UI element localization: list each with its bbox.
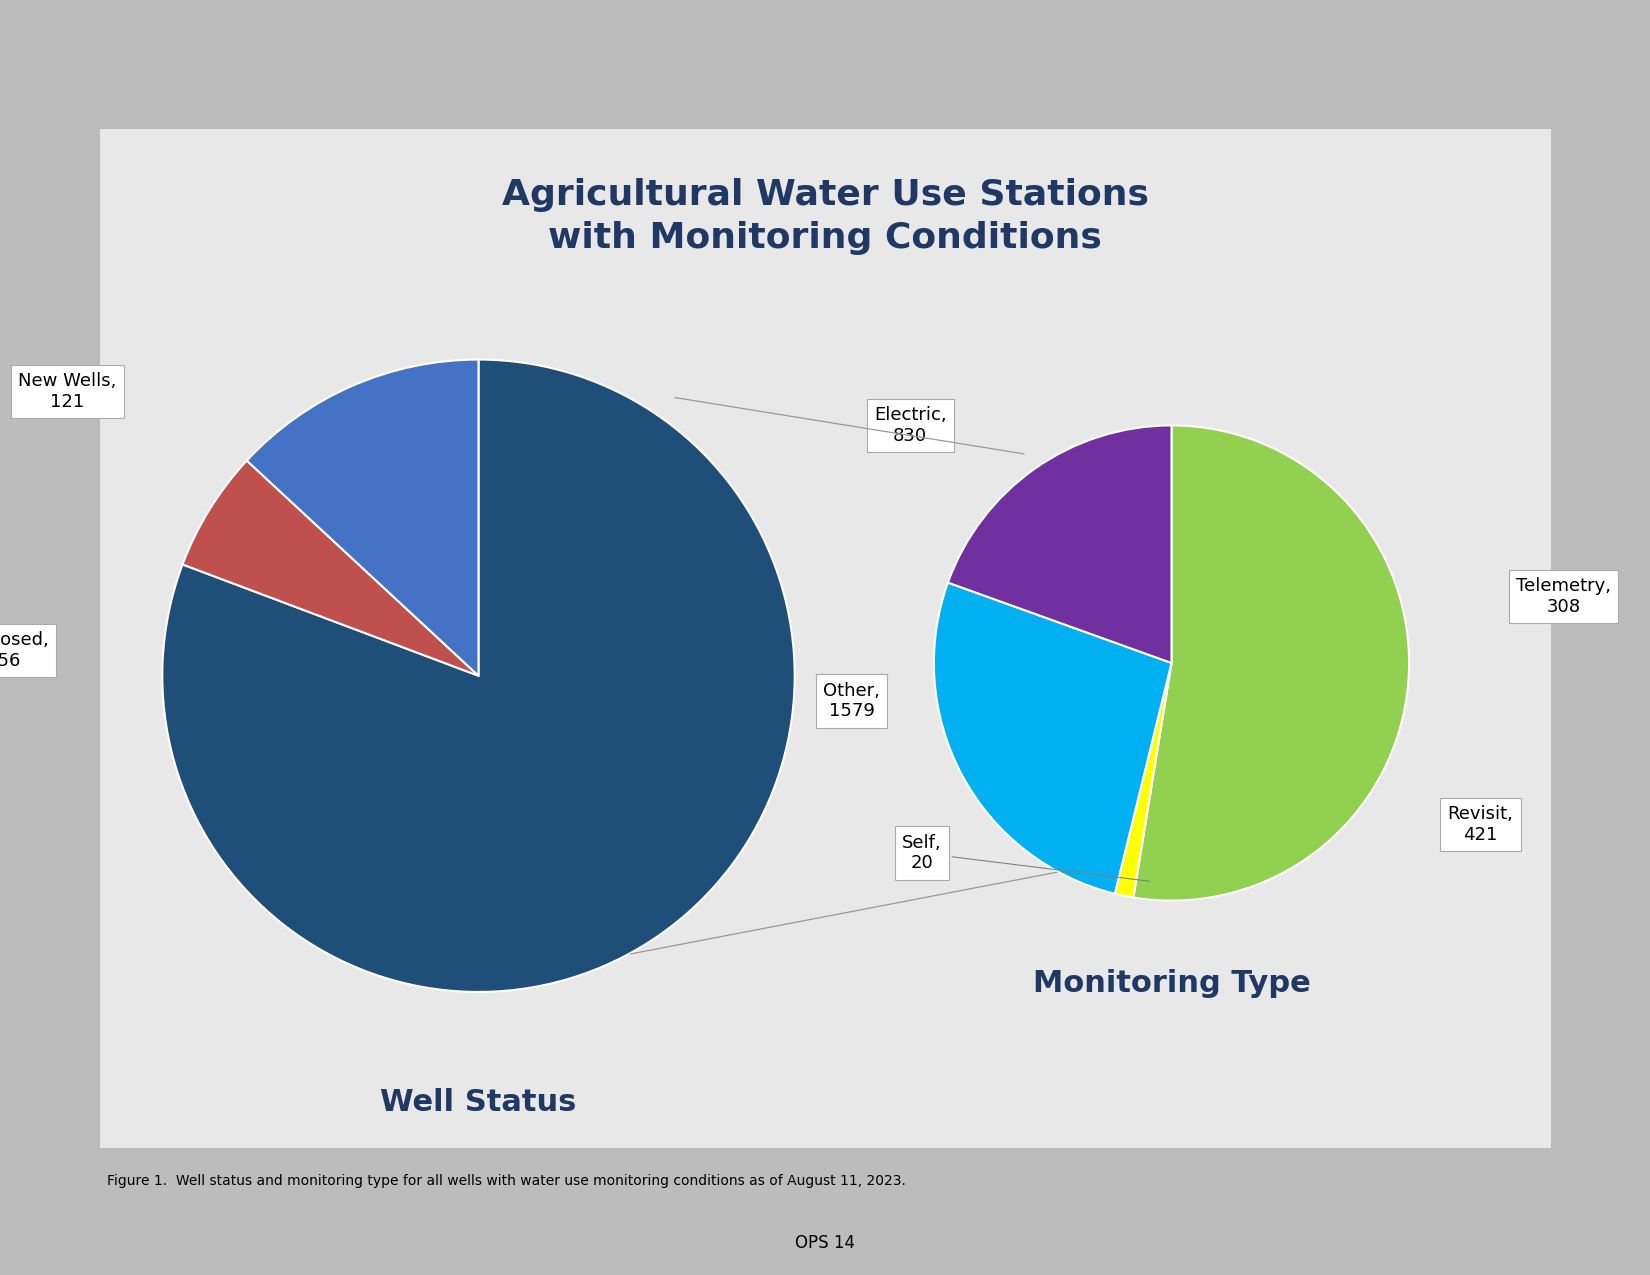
Wedge shape — [183, 460, 478, 676]
Wedge shape — [1115, 663, 1172, 898]
Wedge shape — [934, 583, 1172, 894]
Text: Electric,
830: Electric, 830 — [874, 405, 947, 445]
Text: New Wells,
121: New Wells, 121 — [18, 372, 117, 411]
Wedge shape — [248, 360, 478, 676]
Text: Well Status: Well Status — [380, 1088, 578, 1117]
Wedge shape — [947, 426, 1172, 663]
Text: Agricultural Water Use Stations
with Monitoring Conditions: Agricultural Water Use Stations with Mon… — [502, 179, 1148, 255]
Text: OPS 14: OPS 14 — [795, 1234, 855, 1252]
Text: Self,
20: Self, 20 — [903, 834, 1150, 881]
Text: Figure 1.  Well status and monitoring type for all wells with water use monitori: Figure 1. Well status and monitoring typ… — [107, 1174, 906, 1187]
Text: Proposed,
256: Proposed, 256 — [0, 631, 48, 669]
Text: Telemetry,
308: Telemetry, 308 — [1516, 578, 1610, 616]
Text: Revisit,
421: Revisit, 421 — [1447, 806, 1513, 844]
Wedge shape — [1134, 426, 1409, 900]
Wedge shape — [162, 360, 795, 992]
Text: Other,
1579: Other, 1579 — [823, 682, 879, 720]
Text: Monitoring Type: Monitoring Type — [1033, 969, 1310, 998]
